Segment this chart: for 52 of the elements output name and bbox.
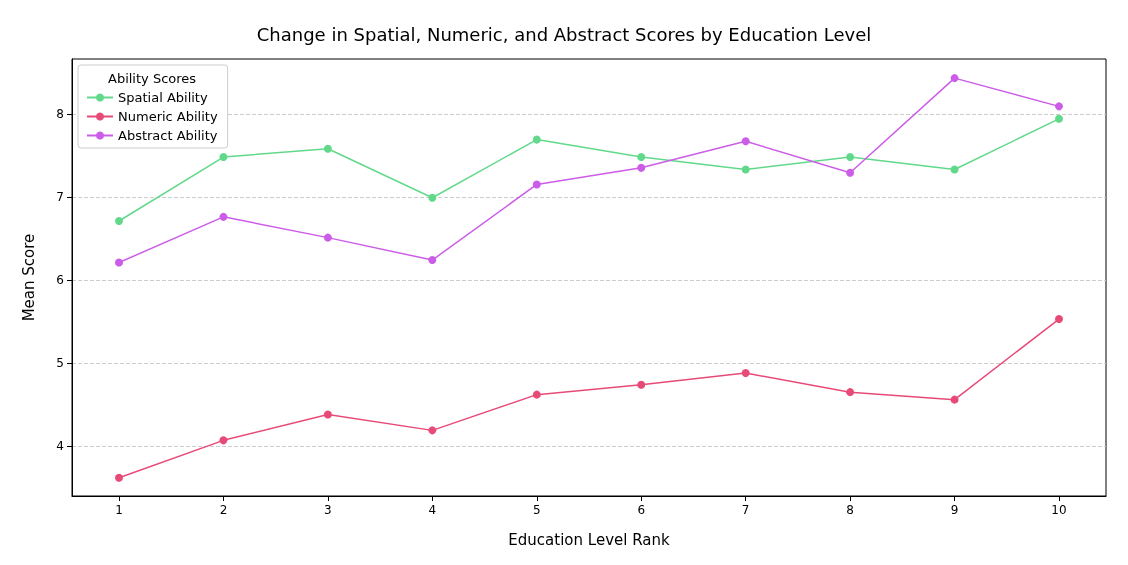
x-tick-label: 4 — [428, 503, 437, 517]
point — [323, 233, 332, 242]
point — [219, 212, 228, 221]
point — [846, 168, 855, 177]
point — [323, 410, 332, 419]
point — [950, 395, 959, 404]
point — [741, 369, 750, 378]
legend-label: Numeric Ability — [118, 109, 218, 124]
point — [637, 380, 646, 389]
y-tick-label: 7 — [56, 189, 64, 204]
point — [637, 153, 646, 162]
x-tick-label: 2 — [219, 503, 228, 517]
point — [532, 390, 541, 399]
legend-label: Spatial Ability — [118, 90, 208, 105]
y-tick-label: 6 — [56, 272, 64, 287]
x-tick-label: 6 — [637, 503, 646, 517]
legend-title: Ability Scores — [108, 71, 197, 86]
point — [428, 256, 437, 265]
point — [219, 436, 228, 445]
y-tick-label: 4 — [56, 439, 64, 454]
y-tick-label: 5 — [56, 356, 64, 371]
y-axis-title: Mean Score — [19, 233, 38, 322]
point — [532, 135, 541, 144]
point — [532, 180, 541, 189]
point — [219, 153, 228, 162]
x-tick-label: 5 — [532, 503, 541, 517]
y-tick-label: 8 — [56, 106, 64, 121]
point — [741, 137, 750, 146]
x-tick-label: 1 — [115, 503, 123, 517]
point — [846, 388, 855, 397]
point — [1055, 114, 1063, 123]
x-tick-label: 8 — [846, 503, 854, 517]
point — [637, 163, 646, 172]
point — [428, 426, 437, 435]
x-axis-title: Education Level Rank — [508, 530, 670, 549]
x-tick-label: 7 — [741, 503, 750, 517]
point — [115, 473, 123, 482]
point — [428, 193, 437, 202]
point — [323, 144, 332, 153]
point — [950, 165, 959, 174]
point — [1055, 102, 1063, 111]
point — [741, 165, 750, 174]
point — [846, 153, 855, 162]
chart-title: Change in Spatial, Numeric, and Abstract Scores by Education Level — [256, 23, 872, 45]
point — [115, 217, 123, 225]
point — [115, 258, 123, 267]
point — [950, 74, 959, 83]
legend-label: Abstract Ability — [118, 128, 218, 143]
x-tick-label: 3 — [324, 503, 332, 517]
point — [1055, 315, 1063, 324]
x-tick-label: 10 — [1051, 503, 1067, 517]
x-tick-label: 9 — [950, 503, 959, 517]
